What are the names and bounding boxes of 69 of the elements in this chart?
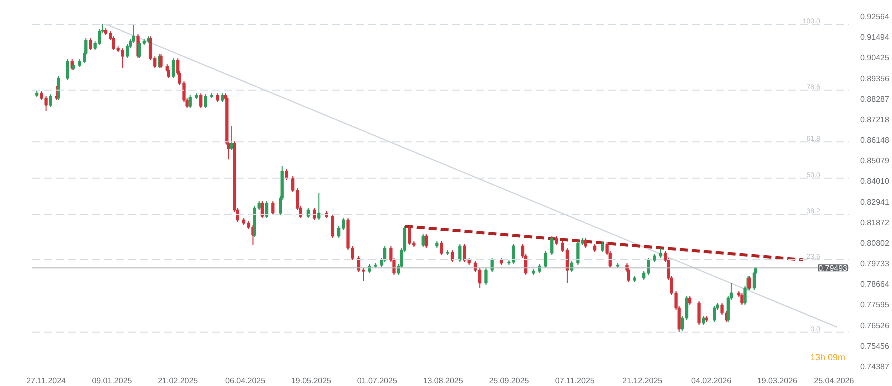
annotation: 13h 09m [810, 352, 846, 362]
y-tick-label: 0.75456 [860, 342, 890, 351]
x-tick-label: 19.03.2026 [757, 376, 798, 386]
y-tick-label: 0.80802 [860, 238, 890, 248]
x-tick-label: 01.07.2025 [357, 376, 398, 386]
x-tick-label: 25.09.2025 [489, 376, 530, 386]
candlestick [200, 93, 203, 109]
candlestick [49, 94, 52, 108]
y-tick-label: 0.79733 [860, 260, 890, 269]
y-tick-label: 0.84010 [860, 177, 890, 186]
candlestick [440, 240, 444, 256]
candlestick [544, 250, 548, 269]
y-tick-label: 0.88287 [860, 94, 890, 104]
y-tick-label: 0.91494 [860, 33, 890, 42]
x-tick-label: 21.12.2025 [622, 376, 664, 386]
candlestick [56, 76, 60, 101]
candlestick [463, 244, 466, 263]
x-tick-label: 27.11.2024 [26, 376, 67, 386]
candlestick [204, 94, 208, 109]
y-tick-label: 0.76526 [860, 321, 890, 330]
candlestick [698, 300, 701, 326]
candlestick [306, 208, 310, 219]
y-tick-label: 0.90425 [860, 54, 890, 63]
candlestick [172, 58, 176, 79]
candlestick [424, 234, 428, 249]
candlestick [121, 48, 125, 69]
candlestick [66, 59, 70, 81]
y-tick-label: 0.82941 [860, 198, 890, 207]
x-tick-label: 04.02.2026 [692, 376, 732, 386]
x-tick-label: 09.01.2025 [92, 376, 133, 386]
candlestick [188, 95, 192, 109]
x-tick-label: 13.08.2025 [423, 376, 464, 386]
candlestick [265, 200, 269, 219]
candlestick [318, 192, 321, 221]
x-tick-label: 21.02.2025 [158, 376, 199, 386]
candlestick [484, 268, 488, 286]
y-tick-label: 0.78664 [860, 280, 890, 290]
y-tick-label: 0.74387 [860, 362, 890, 372]
y-tick-label: 0.81872 [860, 218, 890, 228]
candlestick [550, 236, 554, 256]
candlestick [450, 250, 454, 263]
x-tick-label: 06.04.2025 [226, 376, 266, 386]
y-tick-label: 0.85079 [860, 156, 890, 166]
y-tick-label: 0.92564 [860, 12, 890, 22]
candlestick [260, 200, 264, 219]
candlestick [601, 242, 604, 253]
candlestick [713, 306, 716, 323]
candlestick [89, 38, 92, 51]
candlestick [272, 200, 275, 216]
candlestick [126, 44, 130, 59]
x-tick-label: 19.05.2025 [291, 376, 332, 386]
x-tick-label: 25.04.2026 [814, 376, 855, 386]
candlestick [98, 28, 102, 46]
y-tick-label: 0.87218 [860, 115, 890, 124]
candlestick [659, 248, 663, 259]
candlestick [627, 268, 630, 283]
candlestick [408, 226, 412, 246]
y-tick-label: 0.77595 [860, 300, 890, 310]
x-tick-label: 07.11.2025 [555, 376, 596, 386]
candlestick [230, 126, 234, 151]
candlestick [740, 292, 744, 306]
candlestick [584, 238, 588, 249]
ref-line-label: 0.79493 [818, 264, 848, 274]
y-tick-label: 0.89356 [860, 74, 890, 84]
candlestick [458, 244, 462, 263]
candlestick [422, 234, 425, 248]
y-tick-label: 0.86148 [860, 136, 890, 146]
candlestick [331, 214, 335, 239]
candlestick [160, 54, 163, 69]
